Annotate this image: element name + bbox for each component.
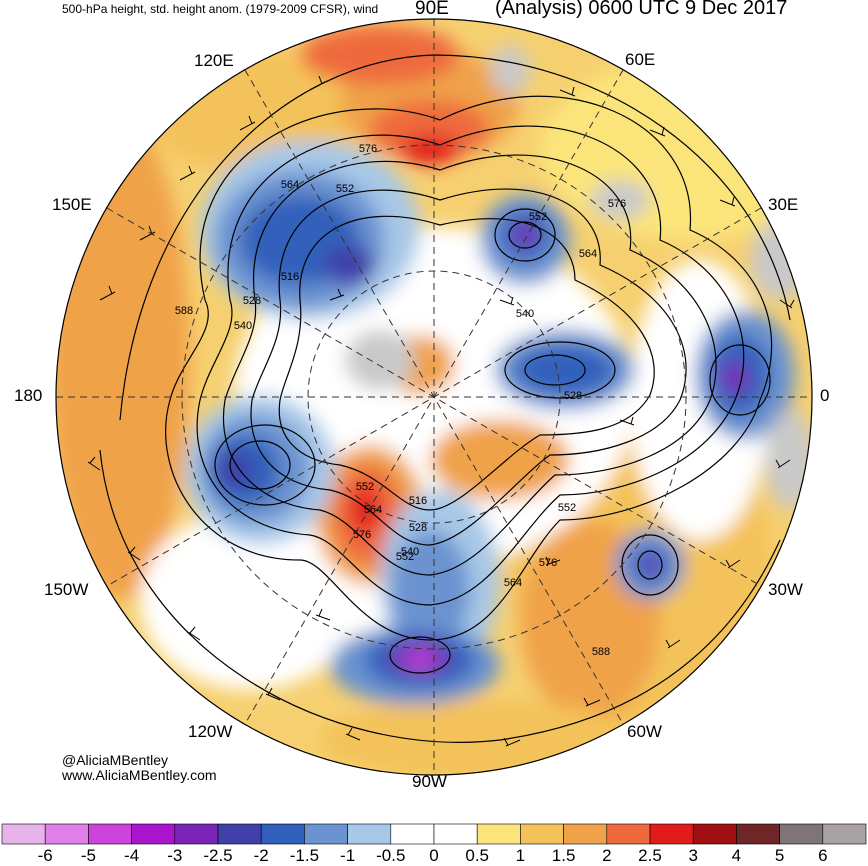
colorbar-swatch (44, 823, 89, 845)
graticule (56, 19, 812, 775)
colorbar-tick-label: 1 (515, 846, 526, 865)
colorbar-swatch (217, 823, 262, 845)
colorbar-swatch (260, 823, 305, 845)
contour-label: 528 (564, 390, 582, 402)
colorbar-tick-label: 4 (731, 846, 742, 865)
map-subtitle: 500-hPa height, std. height anom. (1979-… (62, 2, 379, 16)
credit-handle: @AliciaMBentley (62, 752, 169, 768)
credit-website: www.AliciaMBentley.com (62, 767, 217, 783)
map-title: (Analysis) 0600 UTC 9 Dec 2017 (495, 0, 788, 19)
contour-label: 528 (409, 522, 427, 534)
contour-label: 564 (281, 179, 299, 191)
colorbar-swatch (520, 823, 564, 845)
wind-barbs (87, 75, 795, 747)
lon-label-120w: 120W (188, 722, 233, 741)
contour-label: 552 (529, 211, 547, 223)
contour-label: 552 (336, 183, 354, 195)
colorbar-swatch (649, 823, 694, 845)
colorbar-tick-label: 5 (774, 846, 785, 865)
colorbar-swatch (692, 823, 737, 845)
colorbar-swatch (347, 823, 392, 845)
colorbar-tick-label: 6 (818, 846, 828, 865)
colorbar-tick-label: -6 (37, 846, 53, 865)
contour-label: 552 (396, 551, 414, 563)
colorbar-tick-label: -1 (340, 846, 356, 865)
colorbar-swatches (1, 823, 867, 845)
contour-label: 564 (364, 504, 382, 516)
lon-label-0: 0 (820, 386, 830, 405)
colorbar-tick-label: -2.5 (203, 846, 233, 865)
contour-label: 552 (558, 502, 576, 514)
colorbar-tick-label: -2 (253, 846, 269, 865)
colorbar-tick-label: -3 (167, 846, 183, 865)
colorbar-tick-label: 2 (602, 846, 612, 865)
contour-label: 552 (356, 481, 374, 493)
map-boundary (55, 18, 813, 776)
contour-label: 576 (353, 529, 371, 541)
colorbar-swatch (736, 823, 780, 845)
colorbar-swatch (131, 823, 176, 845)
lon-label-90e: 90E (415, 0, 449, 19)
colorbar-swatch (606, 823, 651, 845)
lon-label-30w: 30W (768, 580, 803, 599)
colorbar (1, 823, 867, 845)
colorbar-tick-label: -1.5 (289, 846, 320, 865)
colorbar-swatch (822, 823, 867, 845)
contour-label-group: 576 564 552 552 576 564 516 528 540 588 … (175, 143, 626, 658)
colorbar-swatch (476, 823, 521, 845)
lon-label-30e: 30E (768, 195, 799, 214)
contour-label: 516 (281, 271, 299, 283)
height-contours (99, 54, 791, 743)
contour-label: 516 (409, 495, 427, 507)
colorbar-swatch (304, 823, 348, 845)
colorbar-tick-label: 0 (429, 846, 439, 865)
colorbar-swatch (174, 823, 219, 845)
colorbar-swatch (563, 823, 608, 845)
contour-label: 540 (234, 320, 252, 332)
colorbar-swatch (88, 823, 132, 845)
colorbar-tick-label: -5 (80, 846, 96, 865)
lon-label-120e: 120E (194, 51, 234, 70)
contour-label: 588 (592, 646, 610, 658)
lon-label-60w: 60W (627, 722, 662, 741)
contour-label: 528 (243, 295, 261, 307)
colorbar-tick-label: 0.5 (465, 846, 489, 865)
colorbar-swatch (433, 823, 478, 845)
colorbar-swatch (1, 823, 46, 845)
contour-label: 576 (608, 198, 626, 210)
contour-label: 564 (504, 577, 522, 589)
lon-label-150e: 150E (52, 195, 92, 214)
colorbar-tick-label: -4 (124, 846, 140, 865)
lon-label-180: 180 (14, 386, 43, 405)
lon-label-60e: 60E (625, 50, 656, 69)
contour-label: 576 (359, 143, 377, 155)
lon-label-90w: 90W (412, 772, 447, 791)
contour-label: 588 (175, 305, 193, 317)
colorbar-swatch (390, 823, 435, 845)
colorbar-tick-label: 1.5 (551, 846, 576, 865)
contour-label: 540 (516, 308, 534, 320)
colorbar-tick-label: -0.5 (376, 846, 406, 865)
contour-label: 564 (579, 248, 597, 260)
colorbar-tick-label: 3 (688, 846, 698, 865)
colorbar-tick-label: 2.5 (638, 846, 662, 865)
contour-label: 576 (539, 557, 557, 569)
polar-map: 576 564 552 552 576 564 516 528 540 588 … (55, 18, 813, 776)
lon-label-150w: 150W (44, 580, 89, 599)
contour-label: 540 (401, 546, 419, 558)
colorbar-swatch (779, 823, 824, 845)
